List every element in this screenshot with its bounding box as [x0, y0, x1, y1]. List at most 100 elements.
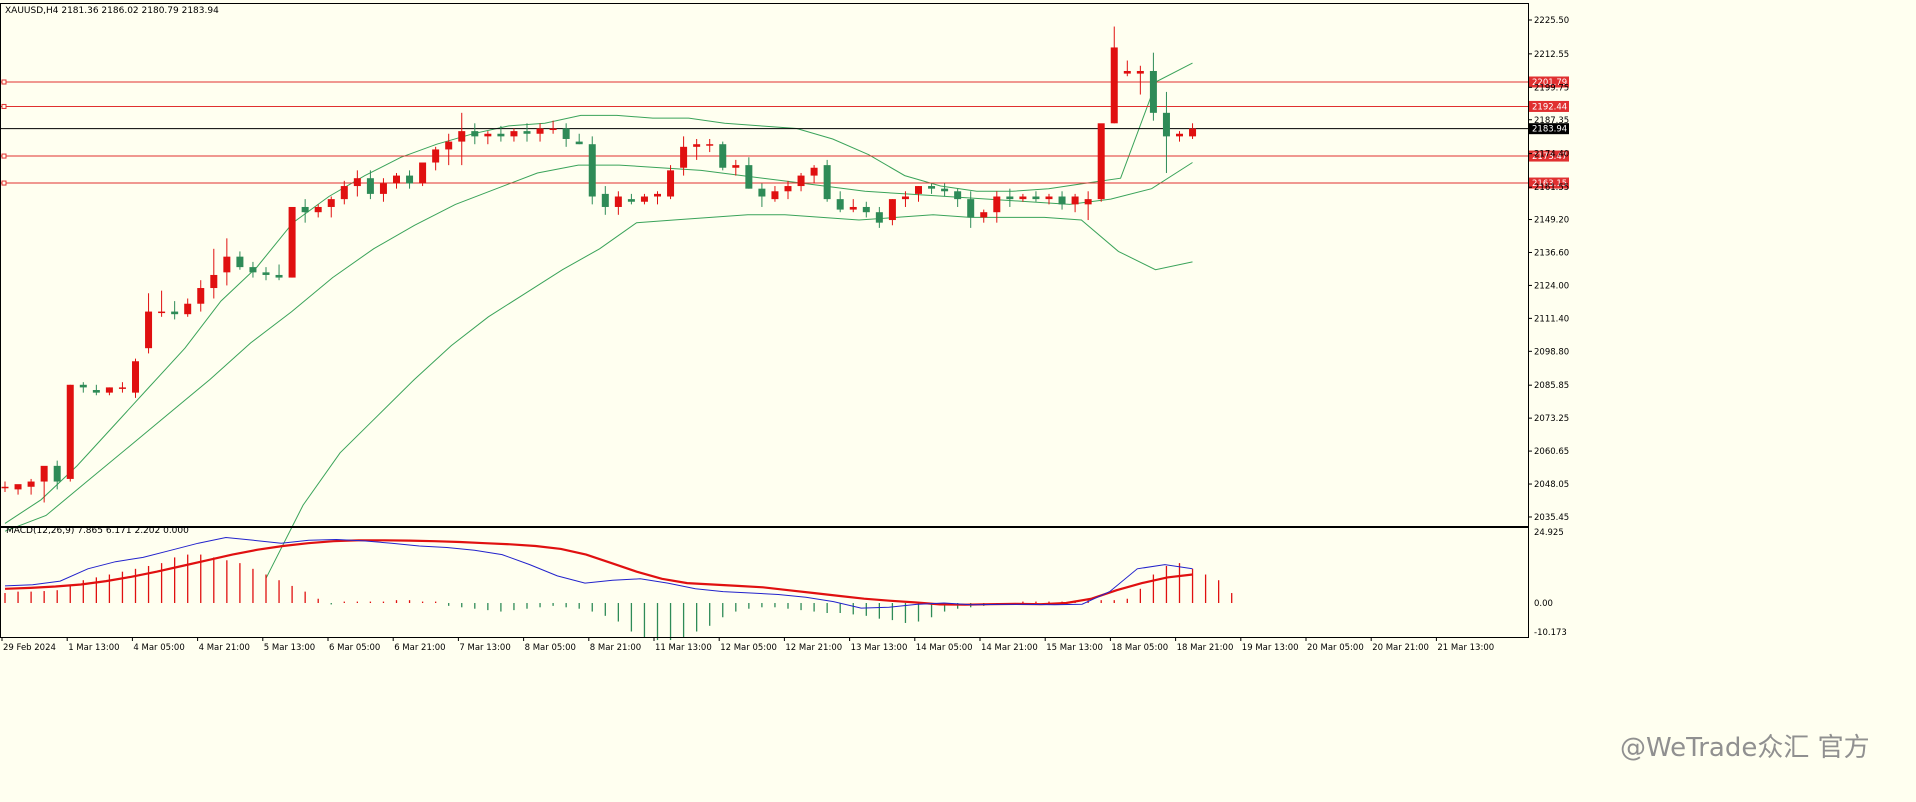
candle-body[interactable] — [901, 196, 909, 200]
candle-body[interactable] — [92, 390, 100, 393]
candle-body[interactable] — [719, 144, 727, 168]
candle-body[interactable] — [379, 183, 387, 194]
candle-body[interactable] — [1189, 128, 1197, 137]
candle-body[interactable] — [523, 131, 531, 134]
candle-body[interactable] — [27, 481, 35, 487]
candle-body[interactable] — [849, 206, 857, 210]
candle-body[interactable] — [236, 256, 244, 268]
candle-body[interactable] — [1136, 70, 1144, 74]
candle-body[interactable] — [706, 144, 714, 146]
level-handle[interactable] — [1, 103, 7, 109]
candle-body[interactable] — [406, 175, 414, 184]
candle-body[interactable] — [993, 196, 1001, 213]
candle-body[interactable] — [627, 199, 635, 202]
candle-body[interactable] — [680, 146, 688, 168]
candle-body[interactable] — [118, 387, 126, 389]
candle-body[interactable] — [862, 206, 870, 213]
candle-body[interactable] — [836, 199, 844, 210]
candle-body[interactable] — [588, 144, 596, 197]
candle-body[interactable] — [915, 186, 922, 194]
candle-body[interactable] — [184, 303, 192, 315]
candle-body[interactable] — [784, 186, 792, 192]
price-axis-label: 2187.35 — [1534, 116, 1569, 126]
candle-body[interactable] — [758, 188, 766, 197]
candle-body[interactable] — [210, 274, 218, 289]
candle-body[interactable] — [301, 206, 309, 213]
candle-body[interactable] — [575, 141, 583, 145]
candle-body[interactable] — [14, 484, 22, 490]
candle-body[interactable] — [1097, 123, 1105, 200]
candle-body[interactable] — [732, 165, 740, 168]
candle-body[interactable] — [562, 128, 570, 139]
candle-body[interactable] — [1045, 196, 1053, 200]
candle-body[interactable] — [928, 186, 936, 189]
candle-body[interactable] — [980, 212, 988, 218]
candle-body[interactable] — [105, 387, 113, 393]
candle-body[interactable] — [1071, 196, 1079, 205]
candle-body[interactable] — [314, 206, 322, 213]
candle-body[interactable] — [510, 131, 518, 137]
candle-body[interactable] — [1019, 196, 1027, 200]
candle-body[interactable] — [262, 272, 270, 275]
candle-body[interactable] — [497, 133, 505, 137]
candle-body[interactable] — [275, 274, 283, 278]
candle-body[interactable] — [419, 162, 427, 184]
candle-body[interactable] — [1123, 70, 1131, 74]
candle-body[interactable] — [393, 175, 400, 184]
candle-body[interactable] — [66, 384, 74, 479]
candle-body[interactable] — [1, 486, 9, 489]
candle-body[interactable] — [197, 288, 205, 304]
candle-body[interactable] — [654, 193, 661, 197]
candle-body[interactable] — [249, 267, 257, 273]
candle-body[interactable] — [614, 196, 622, 207]
candle-body[interactable] — [1176, 133, 1183, 137]
level-handle[interactable] — [1, 180, 7, 186]
candle-body[interactable] — [941, 188, 949, 192]
candle-body[interactable] — [145, 311, 153, 349]
candle-body[interactable] — [1006, 196, 1014, 200]
candle-body[interactable] — [458, 131, 466, 142]
candle-body[interactable] — [693, 144, 701, 147]
candle-body[interactable] — [40, 465, 48, 482]
level-handle[interactable] — [1, 79, 7, 85]
candle-body[interactable] — [823, 165, 831, 200]
candle-body[interactable] — [549, 128, 557, 131]
time-axis-label: 29 Feb 2024 — [3, 643, 56, 653]
candle-body[interactable] — [1149, 70, 1157, 113]
candle-body[interactable] — [158, 311, 166, 314]
candle-body[interactable] — [1032, 196, 1040, 200]
candle-body[interactable] — [366, 178, 374, 194]
candle-body[interactable] — [954, 191, 962, 200]
candle-body[interactable] — [601, 193, 609, 207]
candle-body[interactable] — [1162, 112, 1170, 137]
candle-body[interactable] — [327, 199, 335, 207]
candle-body[interactable] — [445, 141, 453, 150]
candle-body[interactable] — [223, 256, 231, 273]
candle-body[interactable] — [1058, 196, 1066, 205]
candle-body[interactable] — [771, 191, 779, 200]
candle-body[interactable] — [484, 133, 492, 137]
candle-body[interactable] — [810, 167, 818, 176]
candle-body[interactable] — [432, 149, 440, 163]
candle-body[interactable] — [745, 165, 753, 189]
candle-body[interactable] — [340, 186, 348, 200]
candle-body[interactable] — [1084, 199, 1092, 205]
candle-body[interactable] — [536, 128, 544, 134]
candle-body[interactable] — [132, 361, 139, 393]
candle-body[interactable] — [171, 311, 179, 315]
candle-body[interactable] — [875, 212, 883, 223]
candle-body[interactable] — [288, 206, 296, 278]
candle-body[interactable] — [53, 465, 61, 482]
level-handle[interactable] — [1, 153, 7, 159]
candle-body[interactable] — [888, 199, 896, 221]
candle-body[interactable] — [1110, 47, 1118, 124]
candle-body[interactable] — [797, 175, 805, 187]
candle-body[interactable] — [79, 384, 87, 388]
candle-body[interactable] — [471, 131, 479, 137]
time-axis-label: 18 Mar 05:00 — [1111, 643, 1168, 653]
candle-body[interactable] — [353, 178, 361, 187]
candle-body[interactable] — [967, 199, 975, 218]
candle-body[interactable] — [667, 170, 675, 197]
candle-body[interactable] — [640, 196, 648, 202]
